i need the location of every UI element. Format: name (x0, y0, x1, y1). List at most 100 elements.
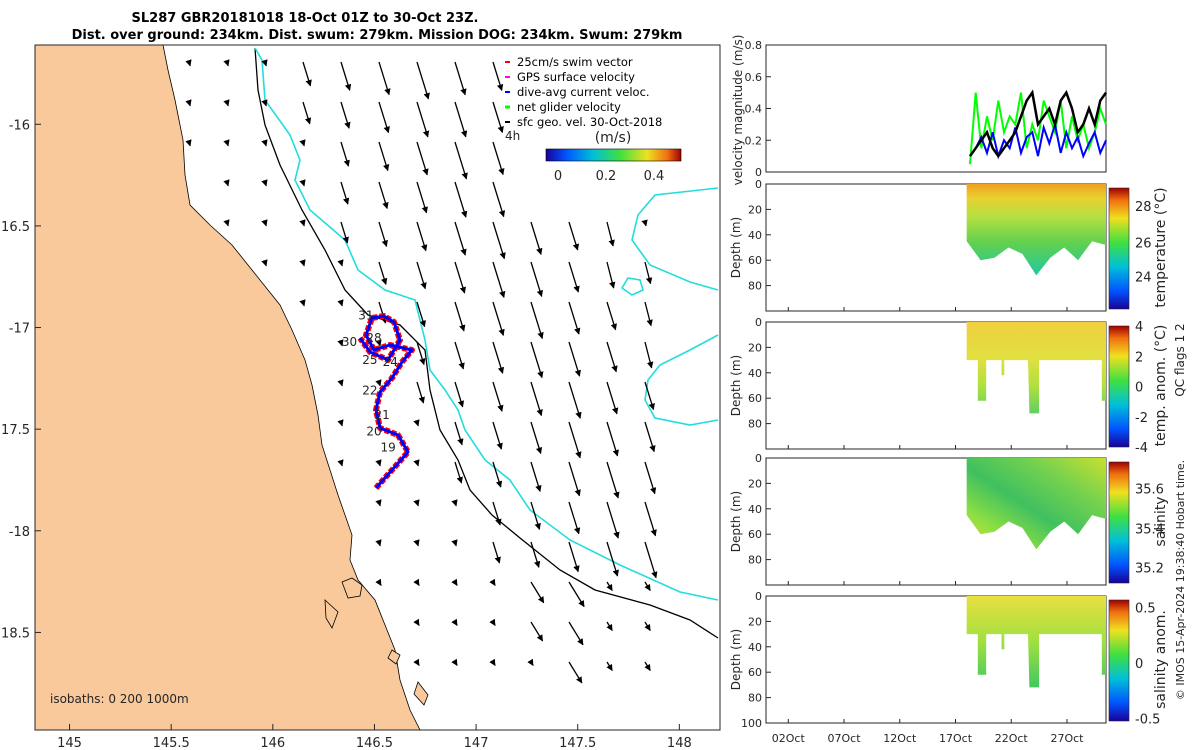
sfc-velocity-arrow (644, 381, 655, 411)
sfc-velocity-arrow (378, 181, 389, 210)
sfc-velocity-arrow (530, 541, 541, 568)
velocity-frame (765, 44, 1107, 173)
sfc-velocity-arrow (454, 301, 466, 332)
sfc-velocity-arrow (644, 301, 653, 327)
sfc-velocity-arrow (454, 181, 468, 218)
depth-tick-label: 20 (748, 203, 762, 216)
day-label: 22 (362, 384, 377, 398)
sfc-velocity-arrow (527, 658, 534, 666)
sfc-velocity-arrow (375, 578, 382, 586)
sfc-velocity-arrow (378, 141, 390, 172)
sfc-velocity-arrow (416, 261, 427, 290)
depth-tick-label: 40 (748, 229, 762, 242)
depth-tick-label: 80 (748, 692, 762, 705)
depth-tick-label: 60 (748, 254, 762, 267)
velocity-ylabel: velocity magnitude (m/s) (731, 35, 745, 186)
sfc-velocity-arrow (530, 221, 543, 255)
legend-sfc: sfc geo. vel. 30-Oct-2018 (517, 115, 662, 129)
velocity-ytick-label: 0.4 (745, 103, 763, 116)
velocity-ytick-label: 0.6 (745, 71, 763, 84)
sfc-velocity-arrow (413, 499, 420, 507)
sfc-velocity-arrow (644, 341, 654, 369)
section-colorbar-tick: 35.4 (1135, 523, 1164, 538)
sfc-velocity-arrow (606, 221, 615, 247)
section-colorbar (1108, 461, 1130, 584)
section-data-field (966, 596, 1106, 688)
sfc-velocity-arrow (492, 261, 506, 299)
section-colorbar-tick: 35.2 (1135, 561, 1164, 576)
map-ytick-label: 17.5 (1, 423, 30, 438)
sfc-velocity-arrow (261, 99, 268, 107)
sfc-velocity-arrow (492, 181, 506, 218)
sfc-velocity-arrow (416, 301, 426, 328)
sfc-velocity-arrow (451, 499, 458, 507)
velocity-ytick-label: 0.2 (745, 134, 763, 147)
sfc-velocity-arrow (302, 61, 312, 87)
section-panel-label: temperature (°C) (1153, 187, 1169, 307)
sfc-velocity-arrow (644, 461, 657, 495)
section-data-field (966, 184, 1106, 276)
depth-tick-label: 100 (741, 717, 762, 730)
sfc-velocity-arrow (568, 661, 583, 684)
title-line-1: SL287 GBR20181018 18-Oct 01Z to 30-Oct 2… (132, 11, 479, 26)
sfc-velocity-arrow (568, 381, 582, 419)
sfc-velocity-arrow (530, 261, 544, 298)
sfc-velocity-arrow (375, 339, 382, 347)
section-panel-label: salinity anom. (1153, 610, 1169, 709)
section-xtick-label: 17Oct (939, 732, 973, 745)
sfc-velocity-arrow (337, 299, 344, 307)
sfc-velocity-arrow (299, 219, 306, 227)
section-colorbar-tick: -4 (1135, 441, 1148, 456)
glider-track (357, 313, 415, 490)
section-xtick-label: 22Oct (995, 732, 1029, 745)
sfc-velocity-arrow (261, 219, 268, 227)
section-xtick-label: 27Oct (1050, 732, 1084, 745)
legend-dive: dive-avg current veloc. (517, 85, 650, 99)
sfc-velocity-arrow (337, 459, 344, 467)
depth-tick-label: 20 (748, 477, 762, 490)
sfc-velocity-arrow (530, 501, 541, 530)
sfc-velocity-arrows (185, 59, 658, 684)
sfc-velocity-arrow (606, 341, 618, 373)
map-xtick-label: 146 (260, 736, 285, 750)
sfc-velocity-arrow (606, 501, 620, 539)
depth-tick-label: 60 (748, 528, 762, 541)
sfc-velocity-arrow (568, 581, 585, 608)
map-xtick-label: 147.5 (559, 736, 596, 750)
sfc-velocity-arrow (489, 658, 496, 666)
sfc-velocity-arrow (568, 221, 580, 251)
depth-tick-label: 40 (748, 503, 762, 516)
sfc-velocity-arrow (299, 259, 306, 267)
sfc-velocity-arrow (337, 339, 344, 347)
sfc-velocity-arrow (375, 539, 382, 547)
sfc-velocity-arrow (378, 101, 390, 134)
depth-tick-label: 0 (755, 178, 762, 191)
map-colorbar (545, 148, 682, 162)
sfc-velocity-arrow (416, 101, 430, 138)
sfc-velocity-arrow (568, 621, 584, 646)
sfc-velocity-arrow (606, 261, 616, 289)
sfc-velocity-arrow (375, 459, 382, 467)
map-ytick-label: 18.5 (1, 626, 30, 641)
sfc-velocity-arrow (644, 261, 653, 285)
sfc-velocity-arrow (568, 261, 580, 293)
section-colorbar (1108, 599, 1130, 722)
sfc-velocity-arrow (492, 541, 501, 564)
scale-label: 4h (505, 129, 520, 143)
velocity-line-1 (969, 123, 1107, 160)
sfc-velocity-arrow (568, 301, 581, 335)
section-colorbar-tick: 28 (1135, 200, 1152, 215)
map-ytick-label: -18 (9, 525, 30, 540)
depth-tick-label: 40 (748, 367, 762, 380)
sfc-velocity-arrow (223, 99, 230, 107)
sfc-velocity-arrow (340, 61, 352, 91)
sfc-velocity-arrow (530, 461, 542, 493)
map-ytick-label: 16.5 (1, 220, 30, 235)
section-colorbar-tick: 0 (1135, 381, 1143, 396)
sfc-velocity-arrow (606, 581, 613, 592)
isobath-1000m-offshore (631, 187, 719, 291)
sfc-velocity-arrow (413, 658, 420, 666)
